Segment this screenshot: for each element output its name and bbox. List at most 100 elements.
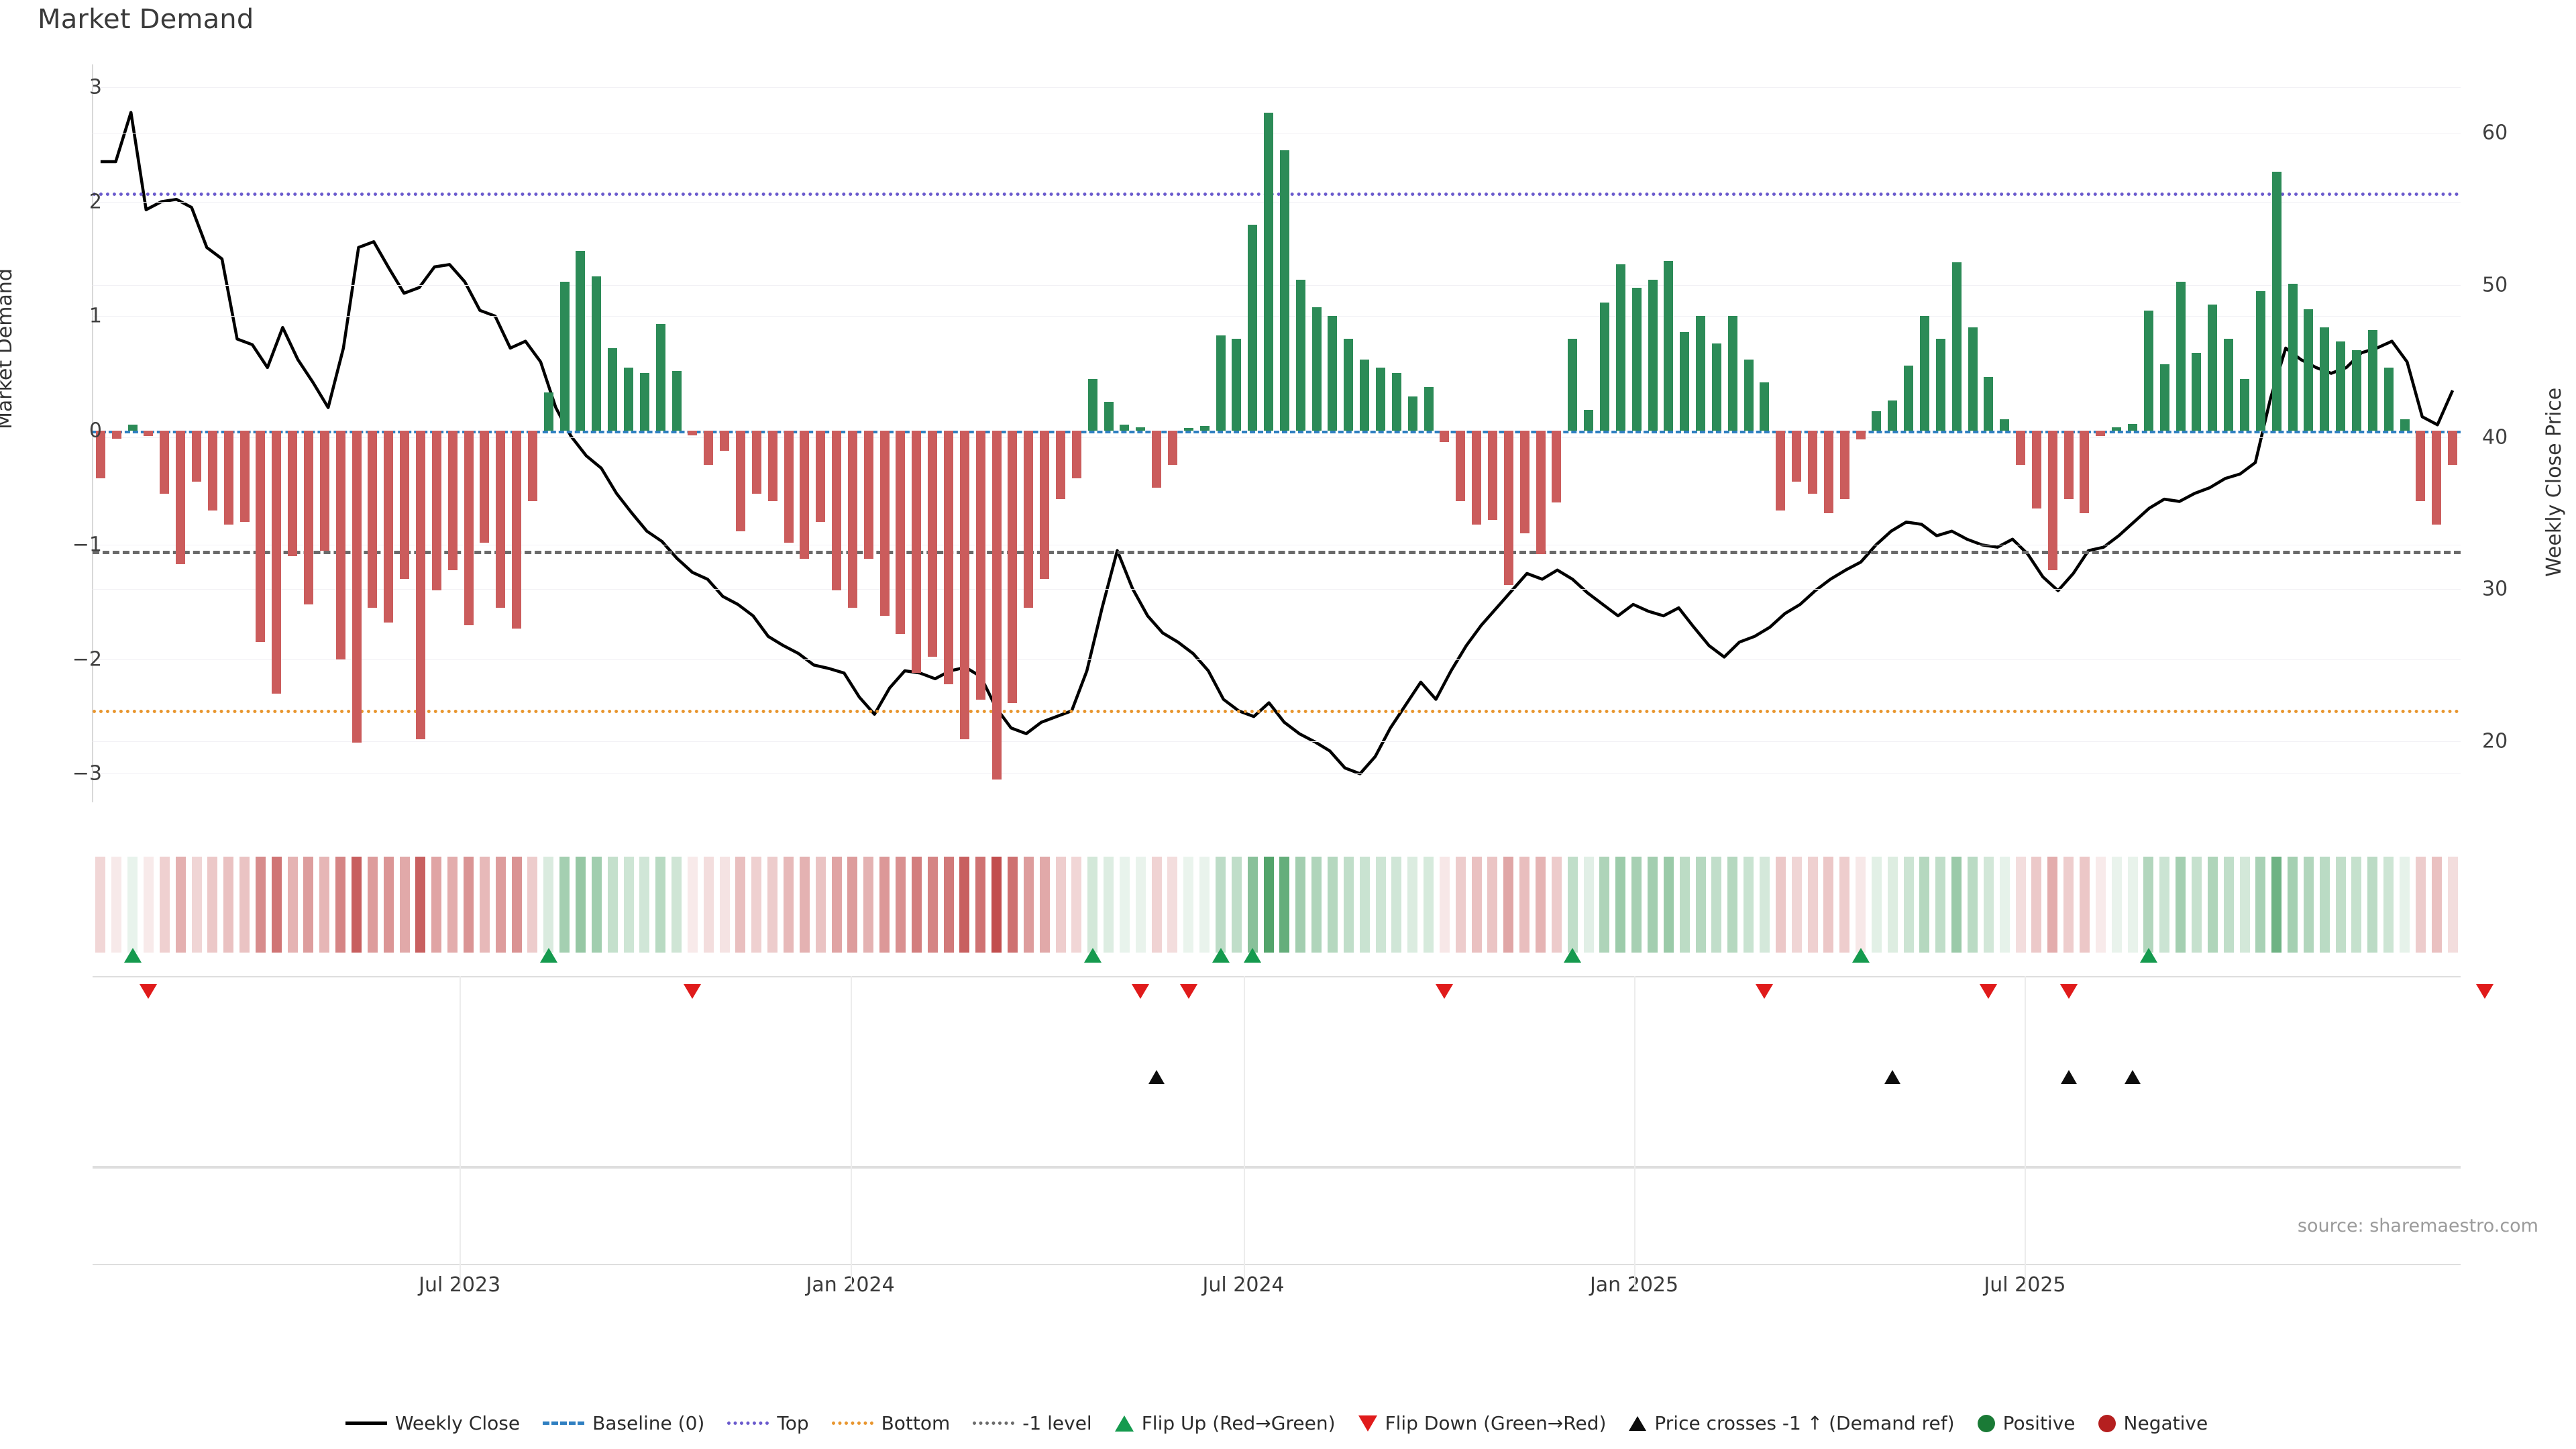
- legend-item[interactable]: Weekly Close: [345, 1412, 520, 1434]
- heatmap-cell[interactable]: [1023, 857, 1034, 953]
- demand-bar[interactable]: [1519, 430, 1529, 534]
- demand-bar[interactable]: [1968, 327, 1978, 431]
- heatmap-cell[interactable]: [1391, 857, 1402, 953]
- heatmap-cell[interactable]: [1551, 857, 1562, 953]
- heatmap-cell[interactable]: [1519, 857, 1530, 953]
- heatmap-cell[interactable]: [1775, 857, 1786, 953]
- demand-bar[interactable]: [2016, 430, 2026, 465]
- flip-up-marker-icon[interactable]: [1564, 948, 1582, 963]
- heatmap-cell[interactable]: [1375, 857, 1386, 953]
- heatmap-cell[interactable]: [1311, 857, 1322, 953]
- demand-bar[interactable]: [1568, 339, 1578, 431]
- demand-bar[interactable]: [2080, 430, 2090, 513]
- heatmap-cell[interactable]: [1167, 857, 1178, 953]
- heatmap-cell[interactable]: [1536, 857, 1546, 953]
- price-cross-marker-icon[interactable]: [1148, 1070, 1165, 1084]
- demand-bar[interactable]: [415, 430, 425, 740]
- demand-bar[interactable]: [1631, 287, 1642, 431]
- heatmap-cell[interactable]: [159, 857, 170, 953]
- demand-bar[interactable]: [1407, 396, 1417, 431]
- demand-bar[interactable]: [239, 430, 250, 523]
- heatmap-cell[interactable]: [1871, 857, 1882, 953]
- demand-bar[interactable]: [1552, 430, 1562, 503]
- demand-bar[interactable]: [912, 430, 922, 674]
- demand-bar[interactable]: [1376, 367, 1386, 431]
- heatmap-cell[interactable]: [1135, 857, 1146, 953]
- demand-bar[interactable]: [1328, 316, 1338, 431]
- demand-bar[interactable]: [975, 430, 985, 700]
- demand-bar[interactable]: [1615, 264, 1625, 431]
- legend-item[interactable]: -1 level: [973, 1412, 1092, 1434]
- demand-bar[interactable]: [1071, 430, 1081, 479]
- demand-bar[interactable]: [944, 430, 954, 685]
- heatmap-cell[interactable]: [335, 857, 346, 953]
- heatmap-cell[interactable]: [1407, 857, 1418, 953]
- flip-up-marker-icon[interactable]: [539, 948, 557, 963]
- heatmap-cell[interactable]: [479, 857, 490, 953]
- heatmap-cell[interactable]: [943, 857, 954, 953]
- heatmap-cell[interactable]: [239, 857, 250, 953]
- demand-bar[interactable]: [2176, 282, 2186, 431]
- heatmap-cell[interactable]: [1567, 857, 1578, 953]
- demand-bar[interactable]: [2063, 430, 2074, 500]
- heatmap-cell[interactable]: [447, 857, 458, 953]
- demand-bar[interactable]: [2192, 352, 2202, 431]
- heatmap-cell[interactable]: [1263, 857, 1274, 953]
- heatmap-cell[interactable]: [1183, 857, 1194, 953]
- demand-bar[interactable]: [1311, 307, 1322, 431]
- demand-bar[interactable]: [816, 430, 826, 523]
- demand-bar[interactable]: [1167, 430, 1177, 465]
- demand-bar[interactable]: [1120, 425, 1130, 431]
- demand-bar[interactable]: [1599, 302, 1609, 431]
- heatmap-cell[interactable]: [352, 857, 362, 953]
- heatmap-cell[interactable]: [1695, 857, 1706, 953]
- heatmap-cell[interactable]: [2159, 857, 2170, 953]
- demand-bar[interactable]: [1024, 430, 1034, 608]
- demand-bar[interactable]: [1839, 430, 1849, 500]
- demand-bar[interactable]: [1503, 430, 1513, 585]
- demand-bar[interactable]: [1248, 224, 1258, 431]
- heatmap-cell[interactable]: [2271, 857, 2282, 953]
- demand-bar[interactable]: [704, 430, 714, 465]
- heatmap-cell[interactable]: [1104, 857, 1114, 953]
- demand-bar[interactable]: [223, 430, 233, 525]
- demand-bar[interactable]: [1056, 430, 1065, 500]
- flip-down-marker-icon[interactable]: [1980, 984, 1998, 999]
- flip-up-marker-icon[interactable]: [1212, 948, 1230, 963]
- heatmap-cell[interactable]: [1119, 857, 1130, 953]
- flip-down-marker-icon[interactable]: [2475, 984, 2493, 999]
- heatmap-cell[interactable]: [559, 857, 570, 953]
- demand-bar[interactable]: [464, 430, 474, 625]
- heatmap-cell[interactable]: [1295, 857, 1306, 953]
- demand-bar[interactable]: [368, 430, 378, 608]
- heatmap-cell[interactable]: [655, 857, 666, 953]
- heatmap-cell[interactable]: [2143, 857, 2154, 953]
- heatmap-cell[interactable]: [1055, 857, 1066, 953]
- heatmap-cell[interactable]: [175, 857, 186, 953]
- demand-bar[interactable]: [1856, 430, 1866, 440]
- demand-bar[interactable]: [144, 430, 154, 437]
- demand-bar[interactable]: [2351, 350, 2361, 431]
- demand-bar[interactable]: [2240, 378, 2249, 431]
- heatmap-cell[interactable]: [2207, 857, 2218, 953]
- heatmap-cell[interactable]: [1631, 857, 1642, 953]
- heatmap-cell[interactable]: [2095, 857, 2106, 953]
- heatmap-cell[interactable]: [2367, 857, 2378, 953]
- demand-bar[interactable]: [1472, 430, 1482, 525]
- heatmap-cell[interactable]: [1743, 857, 1754, 953]
- demand-bar[interactable]: [559, 282, 570, 431]
- demand-bar[interactable]: [1279, 150, 1289, 431]
- demand-bar[interactable]: [95, 430, 105, 479]
- legend-item[interactable]: Positive: [1977, 1412, 2076, 1434]
- heatmap-cell[interactable]: [2415, 857, 2426, 953]
- demand-bar[interactable]: [2224, 339, 2234, 431]
- demand-bar[interactable]: [1456, 430, 1466, 502]
- heatmap-cell[interactable]: [784, 857, 794, 953]
- demand-bar[interactable]: [1487, 430, 1497, 520]
- heatmap-cell[interactable]: [911, 857, 922, 953]
- demand-bar[interactable]: [863, 430, 873, 559]
- demand-bar[interactable]: [2143, 310, 2153, 431]
- heatmap-cell[interactable]: [1583, 857, 1594, 953]
- heatmap-cell[interactable]: [2015, 857, 2026, 953]
- heatmap-cell[interactable]: [1455, 857, 1466, 953]
